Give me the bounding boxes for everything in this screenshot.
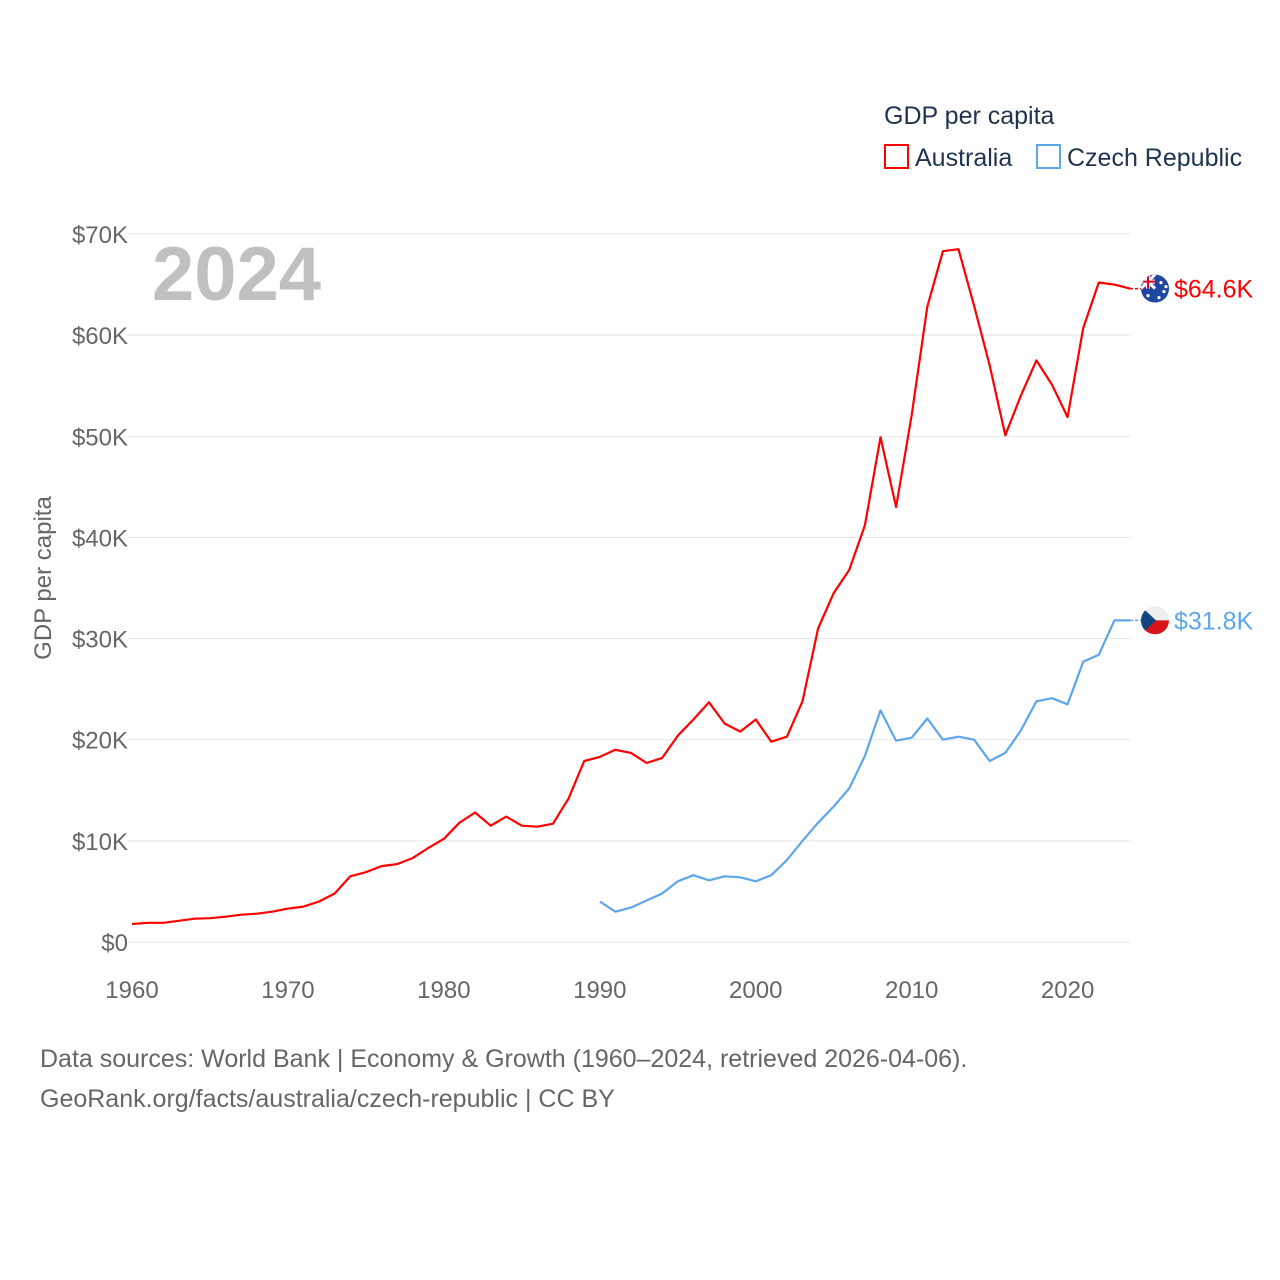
x-tick-label: 2010 (885, 977, 938, 1004)
x-tick-label: 1980 (417, 977, 470, 1004)
y-tick-label: $30K (72, 627, 128, 654)
legend-label: Czech Republic (1067, 144, 1242, 172)
legend-title: GDP per capita (884, 102, 1055, 130)
gridlines (128, 233, 1130, 943)
x-tick-label: 1990 (573, 977, 626, 1004)
legend-swatch (1036, 144, 1061, 169)
series-lines (131, 248, 1131, 926)
legend-item-czech-republic[interactable]: Czech Republic (1036, 144, 1242, 172)
y-tick-label: $20K (72, 728, 128, 755)
czech-flag-icon (1141, 606, 1169, 635)
year-label: 2024 (152, 232, 321, 317)
y-axis-label: GDP per capita (30, 496, 57, 660)
x-tick-label: 1960 (105, 977, 158, 1004)
end-value-label: $64.6K (1174, 276, 1254, 304)
australia-flag-icon (1141, 274, 1169, 303)
series-line-czech-republic (599, 619, 1130, 913)
x-tick-label: 2000 (729, 977, 782, 1004)
end-value-label: $31.8K (1174, 607, 1254, 635)
footer-sources: Data sources: World Bank | Economy & Gro… (40, 1045, 968, 1073)
y-tick-label: $40K (72, 525, 128, 552)
y-tick-label: $50K (72, 424, 128, 451)
series-line-australia (131, 248, 1131, 926)
x-axis-ticks: 1960 1970 1980 1990 2000 2010 2020 (105, 977, 1094, 1004)
y-tick-label: $70K (72, 222, 128, 249)
legend-swatch (884, 144, 909, 169)
x-tick-label: 1970 (261, 977, 314, 1004)
legend-label: Australia (915, 144, 1012, 172)
series-end-markers: $64.6K $31.8K (1130, 274, 1254, 635)
x-tick-label: 2020 (1041, 977, 1094, 1004)
y-tick-label: $60K (72, 323, 128, 350)
legend: GDP per capita Australia Czech Republic (884, 102, 1242, 172)
legend-item-australia[interactable]: Australia (884, 144, 1012, 172)
y-tick-label: $10K (72, 829, 128, 856)
y-tick-label: $0 (101, 930, 128, 957)
footer-attribution: GeoRank.org/facts/australia/czech-republ… (40, 1085, 615, 1113)
y-axis-ticks: $0 $10K $20K $30K $40K $50K $60K $70K (72, 222, 128, 957)
